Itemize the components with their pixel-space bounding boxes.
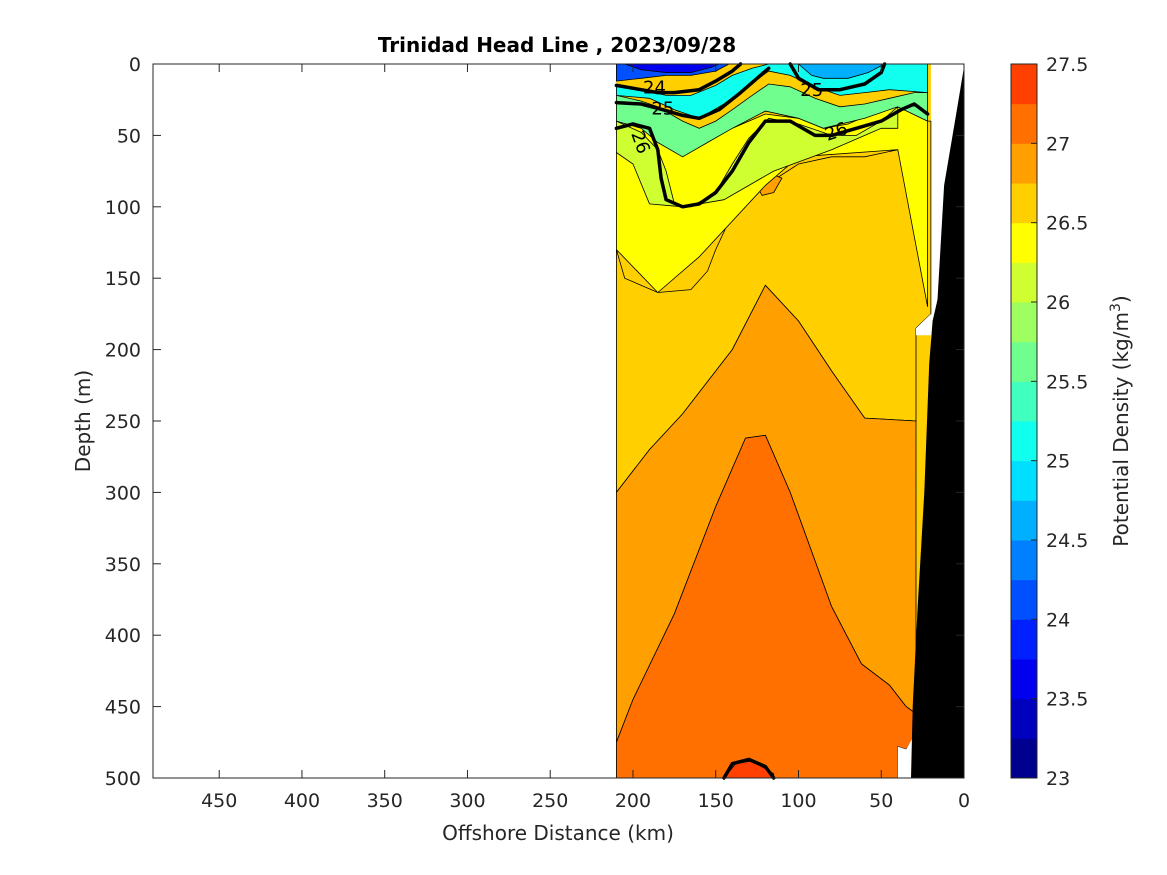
colorbar-tick-label: 27 <box>1046 133 1070 155</box>
colorbar-swatch <box>1011 183 1037 224</box>
no-data-patch <box>897 735 915 778</box>
seafloor-bathymetry <box>911 66 964 778</box>
colorbar-tick-label: 24.5 <box>1046 530 1088 552</box>
x-axis-label: Offshore Distance (km) <box>442 821 674 845</box>
x-tick-label: 400 <box>284 790 320 812</box>
no-data-patch <box>916 313 931 336</box>
y-axis: 0 50 100 150 200 250 300 350 400 450 500 <box>105 54 964 790</box>
contour-line <box>788 62 887 92</box>
colorbar-swatch <box>1011 143 1037 184</box>
colorbar-label-superscript: 3 <box>1108 303 1124 312</box>
colorbar-label-close: ) <box>1109 295 1133 303</box>
colorbar: 23 23.5 24 24.5 25 25.5 26 26.5 27 27.5 <box>1010 54 1088 790</box>
x-tick-label: 150 <box>698 790 734 812</box>
colorbar-swatch <box>1011 64 1037 105</box>
y-tick-label: 50 <box>117 125 141 147</box>
contour-line <box>614 102 930 209</box>
contour-label: 25 <box>800 80 823 101</box>
y-tick-label: 350 <box>105 554 141 576</box>
x-tick-label: 100 <box>780 790 816 812</box>
filled-contour-band <box>616 83 928 158</box>
x-axis: 450 400 350 300 250 200 150 100 50 0 <box>201 64 970 812</box>
y-tick-label: 300 <box>105 482 141 504</box>
colorbar-tick-label: 25 <box>1046 451 1070 473</box>
colorbar-tick-label: 27.5 <box>1046 54 1088 76</box>
y-axis-label: Depth (m) <box>71 370 95 472</box>
y-tick-label: 400 <box>105 625 141 647</box>
y-tick-label: 200 <box>105 340 141 362</box>
seafloor <box>911 66 964 778</box>
y-tick-label: 500 <box>105 768 141 790</box>
colorbar-tick-label: 23 <box>1046 768 1070 790</box>
y-tick-label: 450 <box>105 697 141 719</box>
y-tick-label: 0 <box>129 54 141 76</box>
x-tick-label: 350 <box>367 790 403 812</box>
filled-contours <box>616 63 932 779</box>
x-tick-label: 250 <box>532 790 568 812</box>
x-tick-label: 450 <box>201 790 237 812</box>
colorbar-tick-label: 24 <box>1046 609 1070 631</box>
colorbar-swatch <box>1011 302 1037 343</box>
x-tick-label: 200 <box>615 790 651 812</box>
chart-title: Trinidad Head Line , 2023/09/28 <box>378 33 736 57</box>
colorbar-swatch <box>1011 579 1037 620</box>
x-tick-label: 0 <box>958 790 970 812</box>
contour-label: 24 <box>643 77 666 98</box>
colorbar-swatch <box>1011 341 1037 382</box>
colorbar-swatch <box>1011 738 1037 779</box>
colorbar-swatch <box>1011 262 1037 303</box>
x-tick-label: 300 <box>449 790 485 812</box>
colorbar-swatch <box>1011 500 1037 541</box>
contour-line <box>722 757 776 780</box>
colorbar-swatch <box>1011 540 1037 581</box>
colorbar-tick-label: 25.5 <box>1046 371 1088 393</box>
colorbar-tick-label: 26.5 <box>1046 213 1088 235</box>
colorbar-swatch <box>1011 421 1037 462</box>
contour-lines <box>614 62 930 780</box>
y-tick-label: 150 <box>105 268 141 290</box>
y-tick-label: 250 <box>105 411 141 433</box>
colorbar-swatch <box>1011 222 1037 263</box>
contour-line <box>614 62 743 95</box>
contour-line <box>614 66 771 121</box>
colorbar-tick-label: 23.5 <box>1046 689 1088 711</box>
colorbar-label: Potential Density (kg/m3) <box>1108 295 1133 546</box>
colorbar-swatch <box>1011 619 1037 660</box>
colorbar-swatch <box>1011 460 1037 501</box>
contour-label: 25 <box>651 99 674 120</box>
y-tick-label: 100 <box>105 197 141 219</box>
colorbar-swatch <box>1011 381 1037 422</box>
x-tick-label: 50 <box>869 790 893 812</box>
colorbar-swatch <box>1011 698 1037 739</box>
colorbar-frame <box>1010 63 1038 779</box>
colorbar-label-text: Potential Density (kg/m <box>1109 312 1133 547</box>
colorbar-swatch <box>1011 659 1037 700</box>
colorbar-tick-label: 26 <box>1046 292 1070 314</box>
colorbar-swatch <box>1011 103 1037 144</box>
